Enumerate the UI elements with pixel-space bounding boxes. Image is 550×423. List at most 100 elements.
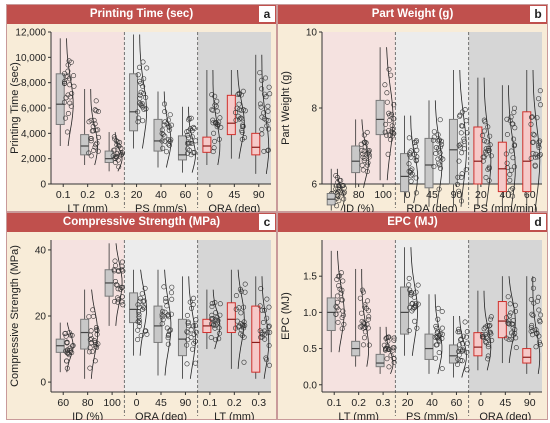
data-point xyxy=(435,132,441,138)
chart-title: Part Weight (g) xyxy=(278,5,547,24)
data-point xyxy=(135,109,141,115)
data-point xyxy=(437,162,443,168)
data-point xyxy=(167,112,173,118)
data-point xyxy=(212,300,218,306)
x-tick-label: 60 xyxy=(57,397,69,409)
data-point xyxy=(241,359,247,365)
data-point xyxy=(92,107,98,113)
x-tick-label: 45 xyxy=(499,397,511,409)
y-tick-label: 0.0 xyxy=(303,380,317,391)
data-point xyxy=(406,275,412,281)
data-point xyxy=(386,66,392,72)
data-point xyxy=(191,295,197,301)
data-point xyxy=(430,137,436,143)
density-curve xyxy=(90,88,98,166)
data-point xyxy=(479,332,485,338)
data-point xyxy=(187,299,193,305)
data-point xyxy=(435,156,441,162)
data-point xyxy=(537,138,543,144)
box xyxy=(473,126,483,185)
data-point xyxy=(537,102,543,108)
data-point xyxy=(484,139,490,145)
data-point xyxy=(512,302,518,308)
data-point xyxy=(357,324,363,330)
x-tick-label: 100 xyxy=(374,189,392,201)
data-point xyxy=(90,124,96,130)
data-point xyxy=(384,90,390,96)
data-point xyxy=(211,322,217,328)
data-point xyxy=(64,347,70,353)
data-point xyxy=(64,129,70,135)
data-point xyxy=(162,109,168,115)
data-point xyxy=(159,127,165,133)
data-point xyxy=(237,116,243,122)
box xyxy=(473,332,483,357)
data-point xyxy=(184,342,190,348)
data-point xyxy=(64,365,70,371)
data-point xyxy=(257,303,263,309)
data-point xyxy=(88,138,94,144)
data-point xyxy=(213,337,219,343)
data-point xyxy=(408,173,414,179)
data-point xyxy=(512,327,518,333)
data-point xyxy=(162,138,168,144)
data-point xyxy=(384,346,390,352)
chart-title: EPC (MJ) xyxy=(278,213,547,232)
data-point xyxy=(136,311,142,317)
data-point xyxy=(435,138,441,144)
box xyxy=(522,111,532,193)
data-point xyxy=(489,337,495,343)
data-point xyxy=(169,284,175,290)
data-point xyxy=(386,132,392,138)
data-point xyxy=(510,155,516,161)
data-point xyxy=(111,267,117,273)
data-point xyxy=(86,119,92,125)
data-point xyxy=(234,105,240,111)
data-point xyxy=(362,335,368,341)
chart-panel-b: Part Weight (g) b 6 8 10 Part Weight (g) ID (%… xyxy=(277,4,548,212)
data-point xyxy=(162,309,168,315)
data-point xyxy=(361,342,367,348)
density-curve xyxy=(337,250,345,353)
data-point xyxy=(388,72,394,78)
data-point xyxy=(366,152,372,158)
data-point xyxy=(193,138,199,144)
data-point xyxy=(390,126,396,132)
data-point xyxy=(262,331,268,337)
data-point xyxy=(136,314,142,320)
data-point xyxy=(266,323,272,329)
data-point xyxy=(530,313,536,319)
data-point xyxy=(458,174,464,180)
data-point xyxy=(413,289,419,295)
panel-letter: b xyxy=(530,6,546,22)
data-point xyxy=(409,171,415,177)
data-point xyxy=(483,149,489,155)
x-tick-label: 80 xyxy=(353,189,365,201)
data-point xyxy=(488,331,494,337)
data-point xyxy=(62,331,68,337)
data-point xyxy=(362,156,368,162)
data-point xyxy=(266,126,272,132)
data-point xyxy=(209,301,215,307)
data-point xyxy=(265,118,271,124)
data-point xyxy=(166,332,172,338)
data-point xyxy=(512,105,518,111)
data-point xyxy=(160,145,166,151)
data-point xyxy=(137,95,143,101)
y-tick-label: 1.0 xyxy=(303,308,317,319)
data-point xyxy=(333,173,339,179)
density-curve xyxy=(212,289,221,350)
data-point xyxy=(533,327,539,333)
data-point xyxy=(136,309,142,315)
data-point xyxy=(528,297,534,303)
data-point xyxy=(480,158,486,164)
data-point xyxy=(362,139,368,145)
data-point xyxy=(235,92,241,98)
data-point xyxy=(458,141,464,147)
x-group-label: PS (mm/s) xyxy=(406,411,458,420)
data-point xyxy=(264,296,270,302)
data-point xyxy=(389,133,395,139)
density-curve xyxy=(459,315,467,378)
data-point xyxy=(93,108,99,114)
data-point xyxy=(185,140,191,146)
